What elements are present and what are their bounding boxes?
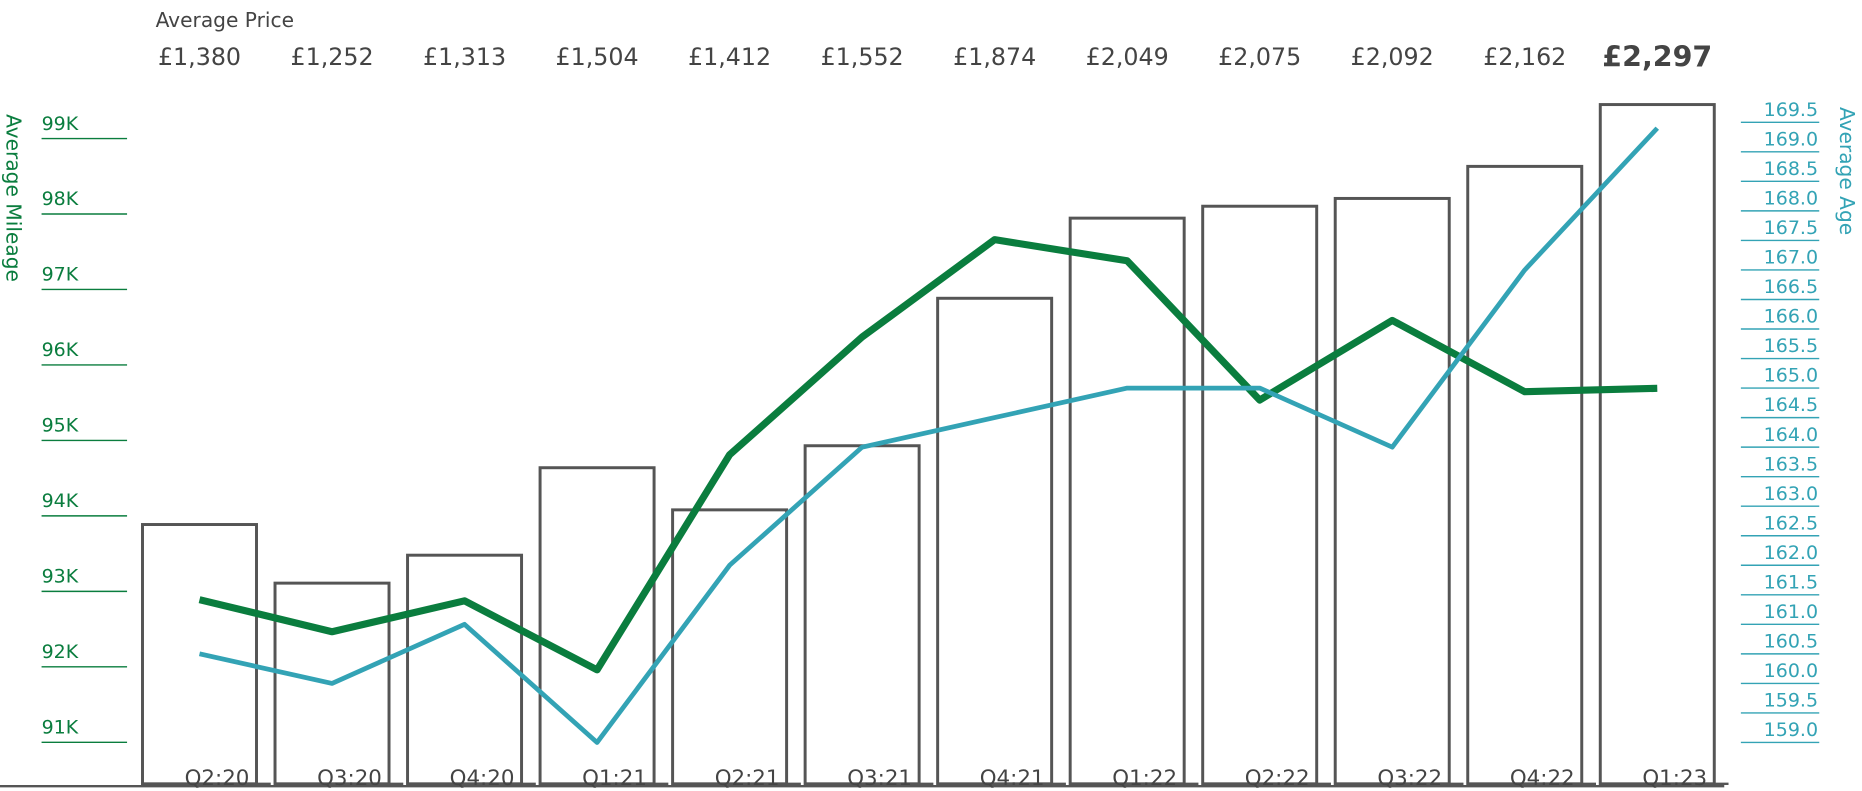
y2-tick-label: 164.0: [1764, 424, 1818, 446]
price-label: £1,412: [688, 43, 771, 71]
price-bar: [1468, 166, 1582, 783]
y2-tick-label: 167.5: [1764, 217, 1818, 239]
y2-tick-label: 159.5: [1764, 690, 1818, 712]
y2-tick-label: 162.0: [1764, 542, 1818, 564]
x-tick-label: Q1:23: [1642, 766, 1707, 791]
y-tick-label: 93K: [42, 566, 79, 588]
price-bar: [938, 298, 1052, 784]
price-bar: [1600, 105, 1714, 784]
x-tick-label: Q1:21: [582, 766, 647, 791]
price-label: £1,504: [556, 43, 639, 71]
price-label: £2,075: [1218, 43, 1301, 71]
y2-tick-label: 169.5: [1764, 99, 1818, 121]
series-line: [200, 128, 1658, 742]
y2-tick-label: 168.5: [1764, 158, 1818, 180]
series-line: [200, 240, 1658, 670]
x-tick-label: Q2:20: [185, 766, 250, 791]
y2-tick-label: 165.5: [1764, 335, 1818, 357]
y2-tick-label: 167.0: [1764, 247, 1818, 269]
price-bar: [540, 468, 654, 784]
price-label: £1,313: [423, 43, 506, 71]
x-tick-label: Q4:22: [1510, 766, 1575, 791]
y-tick-label: 97K: [42, 264, 79, 286]
y-tick-label: 98K: [42, 188, 79, 210]
y2-tick-label: 159.0: [1764, 719, 1818, 741]
price-label: £2,162: [1483, 43, 1566, 71]
y-tick-label: 91K: [42, 717, 79, 739]
y-tick-label: 99K: [42, 113, 79, 135]
y2-tick-label: 164.5: [1764, 394, 1818, 416]
price-label: £1,380: [158, 43, 241, 71]
price-label: £2,297: [1602, 40, 1712, 73]
y2-tick-label: 168.0: [1764, 188, 1818, 210]
price-bar: [673, 510, 787, 784]
x-tick-label: Q2:21: [715, 766, 780, 791]
price-label: £1,252: [290, 43, 373, 71]
x-tick-label: Q2:22: [1245, 766, 1310, 791]
page: {"chart_data": { "type": "combo", "ylabe…: [0, 0, 1862, 791]
y2-tick-label: 161.5: [1764, 571, 1818, 593]
y2-tick-label: 169.0: [1764, 128, 1818, 150]
x-tick-label: Q3:22: [1377, 766, 1442, 791]
price-bar: [1335, 198, 1449, 783]
price-bar: [1203, 206, 1317, 784]
y-tick-label: 95K: [42, 415, 79, 437]
price-label: £1,552: [821, 43, 904, 71]
y-tick-label: 96K: [42, 339, 79, 361]
price-label: £2,049: [1086, 43, 1169, 71]
y-tick-label: 92K: [42, 641, 79, 663]
y2-tick-label: 161.0: [1764, 601, 1818, 623]
y2-tick-label: 160.5: [1764, 630, 1818, 652]
price-label: £1,874: [953, 43, 1036, 71]
x-tick-label: Q3:20: [317, 766, 382, 791]
y2-tick-label: 166.0: [1764, 306, 1818, 328]
chart: Average Price Average Mileage Average Ag…: [0, 0, 1862, 791]
price-label: £2,092: [1351, 43, 1434, 71]
price-title: Average Price: [156, 8, 294, 32]
price-bar: [408, 555, 522, 784]
price-bar: [805, 446, 919, 784]
y2-tick-label: 163.0: [1764, 483, 1818, 505]
x-tick-label: Q3:21: [847, 766, 912, 791]
y-axis-title: Average Mileage: [1, 114, 25, 282]
y2-tick-label: 166.5: [1764, 276, 1818, 298]
y2-tick-label: 163.5: [1764, 453, 1818, 475]
x-tick-label: Q4:21: [980, 766, 1045, 791]
x-tick-label: Q4:20: [450, 766, 515, 791]
y-tick-label: 94K: [42, 490, 79, 512]
y2-axis-title: Average Age: [1835, 107, 1859, 235]
y2-tick-label: 162.5: [1764, 512, 1818, 534]
x-tick-label: Q1:22: [1112, 766, 1177, 791]
y2-tick-label: 165.0: [1764, 365, 1818, 387]
y2-tick-label: 160.0: [1764, 660, 1818, 682]
